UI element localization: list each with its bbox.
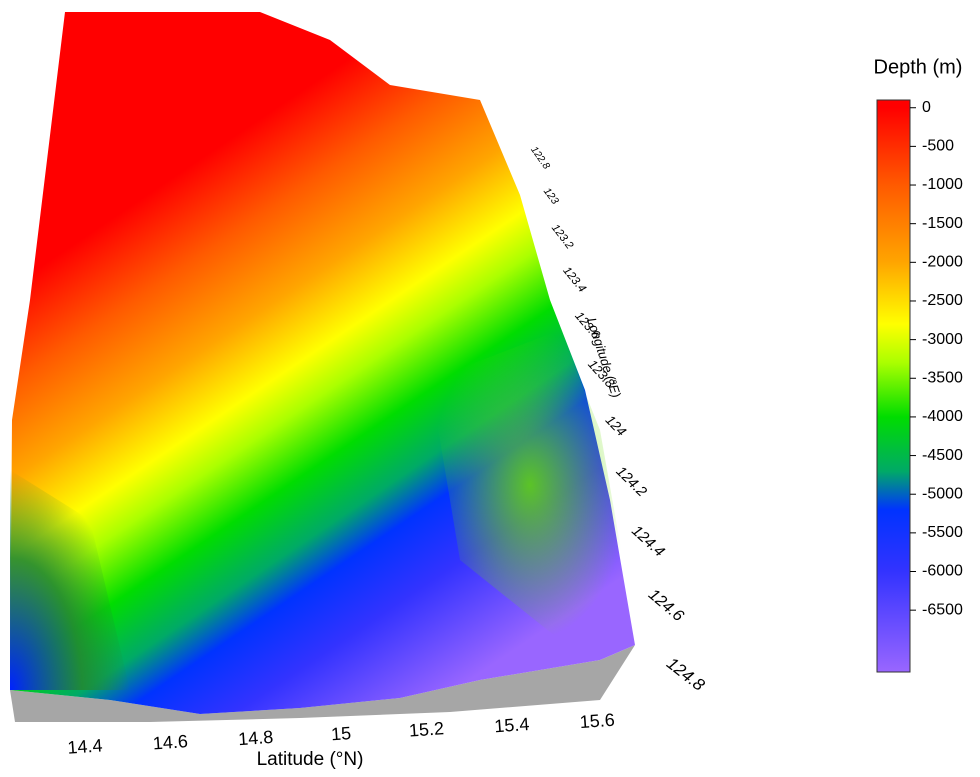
x-tick-label: 14.8: [238, 727, 274, 749]
x-tick-label: 15: [330, 723, 351, 744]
colorbar: [876, 99, 911, 673]
colorbar-tick-label: -6000: [922, 563, 963, 580]
colorbar-tick-label: -500: [922, 138, 954, 155]
colorbar-tick-label: -3500: [922, 369, 963, 386]
colorbar-tick-label: 0: [922, 99, 931, 116]
y-tick-label: 123.4: [560, 264, 589, 295]
y-tick-label: 124: [603, 412, 630, 439]
colorbar-title: Depth (m): [874, 56, 963, 78]
terrain-shade: [10, 470, 130, 690]
y-tick-label: 124.8: [663, 654, 709, 695]
y-tick-label: 124.2: [613, 464, 650, 501]
x-tick-label: 14.6: [152, 731, 188, 753]
colorbar-tick-label: -6500: [922, 601, 963, 618]
y-tick-label: 122.8: [528, 145, 552, 172]
terrain-shade: [430, 330, 630, 640]
y-tick-label: 124.4: [628, 522, 668, 560]
terrain-side: [10, 645, 635, 722]
colorbar-tick-label: -1000: [922, 176, 963, 193]
colorbar-tick-label: -4000: [922, 408, 963, 425]
colorbar-tick-label: -2500: [922, 292, 963, 309]
colorbar-tick-label: -1500: [922, 215, 963, 232]
x-tick-label: 15.4: [494, 714, 530, 736]
colorbar-tick-label: -3000: [922, 331, 963, 348]
y-tick-label: 124.6: [645, 585, 687, 625]
x-axis-title: Latitude (°N): [257, 749, 364, 770]
y-tick-label: 123.2: [549, 222, 575, 251]
colorbar-tick-label: -4500: [922, 447, 963, 464]
colorbar-tick-label: -5000: [922, 485, 963, 502]
colorbar-tick-label: -5500: [922, 524, 963, 541]
x-tick-label: 14.4: [67, 735, 103, 757]
x-tick-label: 15.2: [408, 718, 444, 740]
terrain: [10, 12, 635, 722]
x-tick-label: 15.6: [579, 710, 615, 732]
colorbar-tick-label: -2000: [922, 254, 963, 271]
y-tick-label: 123: [541, 186, 561, 207]
